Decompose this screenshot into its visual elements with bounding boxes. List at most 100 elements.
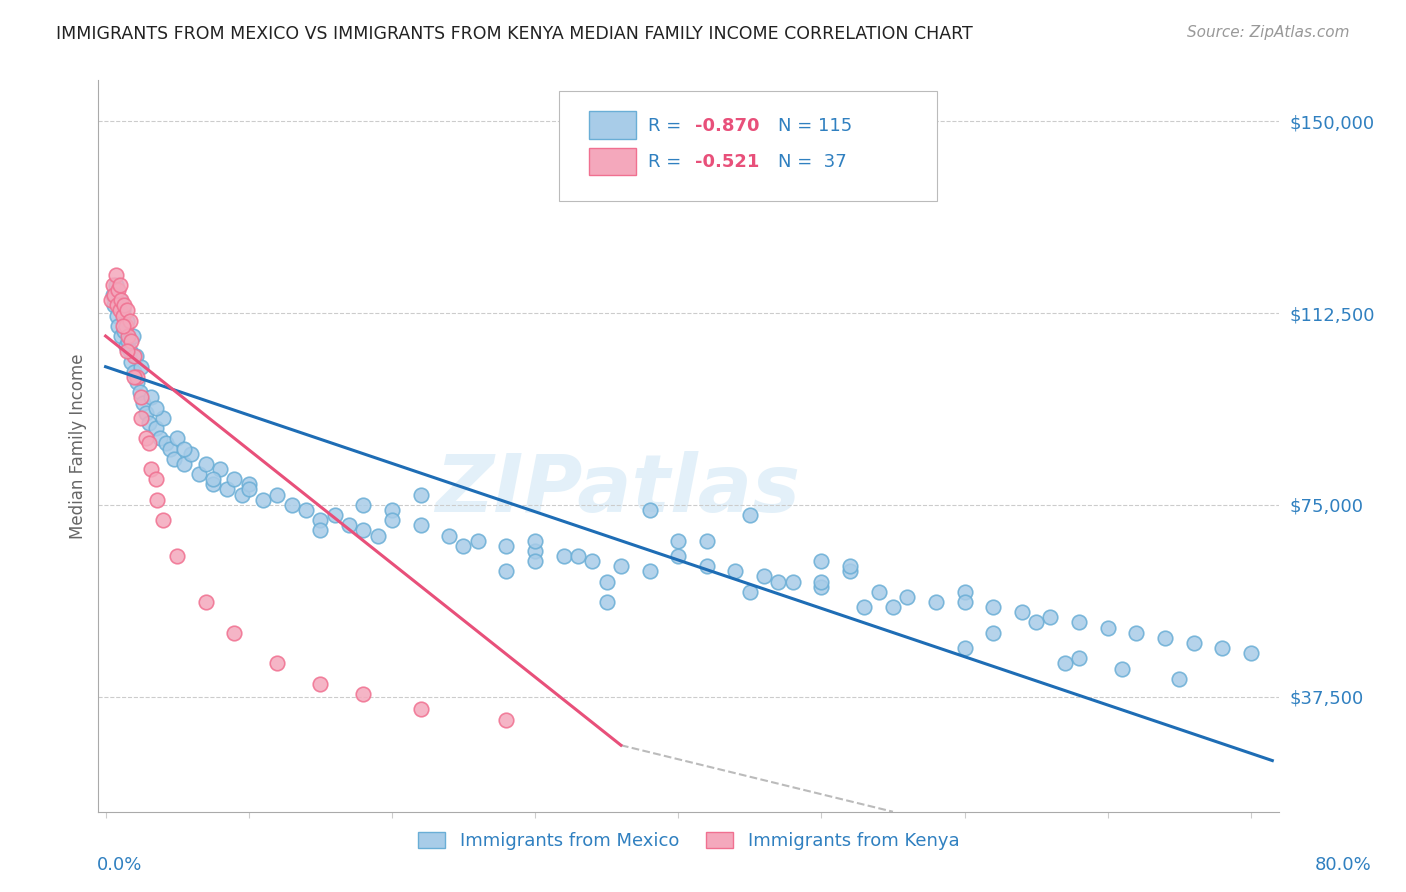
Point [467,533,489,548]
Text: 0.0%: 0.0% [97,856,142,874]
Point [409,518,432,533]
Point [115,344,138,359]
Text: N = 115: N = 115 [778,117,852,135]
Point [1168,672,1191,686]
Point [117,329,139,343]
Point [209,462,232,476]
Point [696,559,718,574]
Point [953,641,976,656]
Point [453,539,475,553]
Point [309,677,332,691]
Point [132,395,155,409]
Point [1125,625,1147,640]
Point [166,431,188,445]
Point [524,533,547,548]
Point [524,554,547,568]
Point [882,600,904,615]
Point [352,524,374,538]
Point [141,462,163,476]
Point [266,487,288,501]
Point [163,451,186,466]
Point [108,293,131,308]
Point [666,549,689,563]
Point [1053,657,1076,671]
Point [1025,615,1047,630]
Point [145,421,167,435]
Text: R =: R = [648,153,686,171]
Point [118,344,141,359]
Point [810,554,832,568]
Point [782,574,804,589]
Point [124,350,146,364]
Point [409,487,432,501]
Point [724,564,747,578]
Point [610,559,633,574]
Point [238,483,260,497]
Point [129,385,152,400]
Point [122,370,145,384]
Point [115,314,138,328]
Point [252,492,274,507]
Point [118,314,141,328]
Point [194,595,217,609]
Point [152,513,174,527]
Point [238,477,260,491]
Point [1067,651,1090,665]
Text: -0.521: -0.521 [695,153,759,171]
Point [810,574,832,589]
Point [1067,615,1090,630]
Point [117,334,139,348]
Point [524,544,547,558]
Legend: Immigrants from Mexico, Immigrants from Kenya: Immigrants from Mexico, Immigrants from … [411,825,967,857]
Point [839,559,862,574]
Point [104,268,127,282]
Point [120,354,142,368]
Point [103,288,125,302]
Point [159,442,181,456]
Point [112,298,135,312]
Point [166,549,188,563]
Point [953,584,976,599]
Point [595,574,617,589]
Point [155,436,177,450]
Point [309,524,332,538]
Point [173,457,195,471]
Point [868,584,890,599]
Point [810,580,832,594]
Point [981,625,1004,640]
Point [108,277,131,292]
Text: Source: ZipAtlas.com: Source: ZipAtlas.com [1187,25,1350,40]
Point [110,293,132,308]
Point [103,298,125,312]
Point [194,457,217,471]
Point [217,483,239,497]
Point [114,318,136,333]
Point [135,431,157,445]
Point [768,574,790,589]
Point [853,600,876,615]
Point [131,359,153,374]
Point [1111,661,1133,675]
Point [280,498,302,512]
Point [121,329,143,343]
Point [381,503,404,517]
Point [105,309,128,323]
Text: R =: R = [648,117,686,135]
Point [437,528,460,542]
Point [122,365,145,379]
Point [101,288,124,302]
Point [638,564,661,578]
Point [105,298,128,312]
Point [111,303,134,318]
Point [201,472,224,486]
Text: 80.0%: 80.0% [1315,856,1371,874]
Point [120,334,142,348]
Point [145,401,167,415]
Point [141,391,163,405]
Point [108,303,131,318]
Point [567,549,589,563]
Point [115,303,138,318]
Point [1097,621,1119,635]
Point [367,528,389,542]
Point [145,472,167,486]
